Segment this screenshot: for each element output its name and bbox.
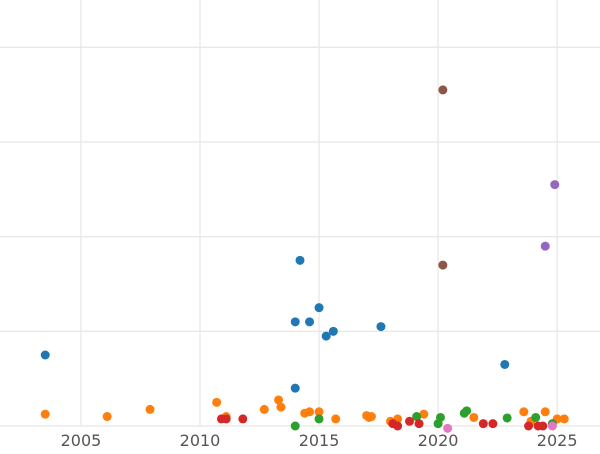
- data-point-s3-1: [221, 414, 231, 424]
- data-point-s1-7: [276, 402, 286, 412]
- data-point-s0-8: [290, 383, 300, 393]
- data-point-s2-2: [412, 412, 422, 422]
- data-point-s2-0: [290, 421, 300, 431]
- x-axis-tick-labels: 2005 2010 2015 2020 2025: [61, 431, 578, 450]
- data-point-s0-7: [376, 322, 386, 332]
- data-point-s1-2: [145, 404, 155, 414]
- x-tick-label-2: 2015: [299, 431, 340, 450]
- data-point-s3-6: [414, 419, 424, 429]
- data-point-s2-7: [531, 412, 541, 422]
- data-point-s2-5: [462, 406, 472, 416]
- data-point-s1-23: [559, 414, 569, 424]
- data-point-s0-6: [328, 326, 338, 336]
- data-point-s3-2: [238, 414, 248, 424]
- data-points: [40, 85, 569, 433]
- data-point-s0-9: [500, 359, 510, 369]
- data-point-s1-19: [519, 407, 529, 417]
- data-point-s5-1: [438, 260, 448, 270]
- data-point-s1-6: [274, 395, 284, 405]
- x-tick-label-4: 2025: [537, 431, 578, 450]
- data-point-s1-10: [314, 407, 324, 417]
- data-point-s1-14: [366, 412, 376, 422]
- data-point-s3-4: [393, 421, 403, 431]
- data-point-s1-0: [40, 409, 50, 419]
- data-point-s0-3: [305, 317, 315, 327]
- data-point-s2-8: [433, 419, 443, 429]
- data-point-s1-18: [469, 412, 479, 422]
- data-point-s3-9: [524, 421, 534, 431]
- data-point-s0-4: [314, 303, 324, 313]
- x-tick-label-3: 2020: [418, 431, 459, 450]
- data-point-s6-0: [443, 423, 453, 433]
- data-point-s3-5: [405, 416, 415, 426]
- data-point-s6-1: [547, 421, 557, 431]
- data-point-s0-1: [290, 317, 300, 327]
- x-tick-label-1: 2010: [180, 431, 221, 450]
- data-point-s4-1: [550, 180, 560, 190]
- data-point-s4-0: [540, 241, 550, 251]
- data-point-s1-17: [419, 409, 429, 419]
- grid-lines: [0, 0, 600, 427]
- data-point-s1-9: [305, 407, 315, 417]
- x-tick-label-0: 2005: [61, 431, 102, 450]
- data-point-s0-0: [40, 350, 50, 360]
- data-point-s1-3: [212, 397, 222, 407]
- data-point-s3-11: [538, 421, 548, 431]
- data-point-s5-0: [438, 85, 448, 95]
- data-point-s1-11: [331, 414, 341, 424]
- data-point-s0-2: [295, 255, 305, 265]
- data-point-s2-1: [314, 414, 324, 424]
- data-point-s1-1: [102, 412, 112, 422]
- data-point-s2-6: [502, 413, 512, 423]
- data-point-s3-8: [488, 419, 498, 429]
- data-point-s3-7: [478, 419, 488, 429]
- data-point-s1-5: [259, 404, 269, 414]
- data-point-s0-5: [321, 331, 331, 341]
- data-point-s1-21: [540, 407, 550, 417]
